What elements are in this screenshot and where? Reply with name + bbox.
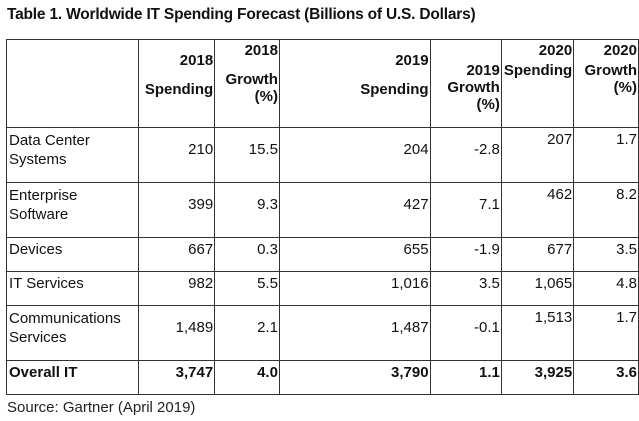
row-label: Devices — [5, 237, 140, 272]
header-line: 2020 — [603, 42, 637, 59]
cell: 677 — [500, 237, 575, 272]
cell: 3.6 — [573, 360, 639, 395]
source-note: Source: Gartner (April 2019) — [7, 399, 196, 416]
header-line: (%) — [254, 88, 278, 105]
cell: 2.1 — [214, 305, 280, 361]
row-label: Enterprise Software — [5, 182, 140, 238]
row-label: IT Services — [5, 271, 140, 306]
cell: 1,513 — [500, 305, 575, 361]
header-2020-growth: 2020 Growth (%) — [573, 39, 639, 128]
row-label: Communications Services — [5, 305, 140, 361]
cell: 3,925 — [500, 360, 575, 395]
row-label: Overall IT — [5, 360, 140, 395]
cell: 204 — [278, 127, 431, 183]
cell: 5.5 — [214, 271, 280, 306]
header-line: 2018 — [244, 42, 278, 59]
header-line: Spending — [144, 81, 214, 98]
cell: 3,747 — [138, 360, 216, 395]
cell: 1,065 — [500, 271, 575, 306]
header-line: 2019 Growth — [447, 62, 500, 96]
cell: 4.8 — [573, 271, 639, 306]
cell: 3.5 — [573, 237, 639, 272]
header-2018-spending: 2018 Spending — [138, 39, 216, 128]
table-title: Table 1. Worldwide IT Spending Forecast … — [7, 6, 476, 23]
header-line: Spending — [503, 62, 573, 79]
cell: 15.5 — [214, 127, 280, 183]
it-spending-table: 2018 Spending 2018 Growth (%) 2019 Spend… — [5, 39, 639, 395]
cell: 9.3 — [214, 182, 280, 238]
cell: 667 — [138, 237, 216, 272]
cell: 210 — [138, 127, 216, 183]
cell: 1,489 — [138, 305, 216, 361]
header-line: (%) — [613, 79, 637, 96]
table-row: Enterprise Software 399 9.3 427 7.1 462 … — [5, 182, 639, 238]
header-line: 2020 — [538, 42, 573, 59]
header-line: 2019 — [395, 52, 429, 69]
table-row: Devices 667 0.3 655 -1.9 677 3.5 — [5, 237, 639, 272]
cell: 655 — [278, 237, 431, 272]
cell: -1.9 — [429, 237, 502, 272]
cell: 1,487 — [278, 305, 431, 361]
cell: 1.7 — [573, 305, 639, 361]
header-2018-growth: 2018 Growth (%) — [214, 39, 280, 128]
header-line: (%) — [476, 96, 500, 113]
header-2019-spending: 2019 Spending — [278, 39, 431, 128]
cell: 1.1 — [429, 360, 502, 395]
cell: 0.3 — [214, 237, 280, 272]
table-row: Data Center Systems 210 15.5 204 -2.8 20… — [5, 127, 639, 183]
header-line: Growth — [225, 71, 278, 88]
header-line: Spending — [360, 81, 429, 98]
cell: 207 — [500, 127, 575, 183]
header-2019-growth: 2019 Growth (%) — [429, 39, 502, 128]
header-2020-spending: 2020 Spending — [500, 39, 575, 128]
cell: 7.1 — [429, 182, 502, 238]
total-row: Overall IT 3,747 4.0 3,790 1.1 3,925 3.6 — [5, 360, 639, 395]
cell: 3.5 — [429, 271, 502, 306]
header-line: 2018 — [179, 52, 214, 69]
cell: -2.8 — [429, 127, 502, 183]
cell: 427 — [278, 182, 431, 238]
table-row: Communications Services 1,489 2.1 1,487 … — [5, 305, 639, 361]
cell: 399 — [138, 182, 216, 238]
table-row: IT Services 982 5.5 1,016 3.5 1,065 4.8 — [5, 271, 639, 306]
cell: 8.2 — [573, 182, 639, 238]
cell: -0.1 — [429, 305, 502, 361]
row-label: Data Center Systems — [5, 127, 140, 183]
header-empty — [5, 39, 140, 128]
cell: 982 — [138, 271, 216, 306]
cell: 1,016 — [278, 271, 431, 306]
cell: 462 — [500, 182, 575, 238]
cell: 1.7 — [573, 127, 639, 183]
cell: 4.0 — [214, 360, 280, 395]
header-line: Growth — [584, 62, 638, 79]
cell: 3,790 — [278, 360, 431, 395]
header-row: 2018 Spending 2018 Growth (%) 2019 Spend… — [5, 39, 639, 128]
